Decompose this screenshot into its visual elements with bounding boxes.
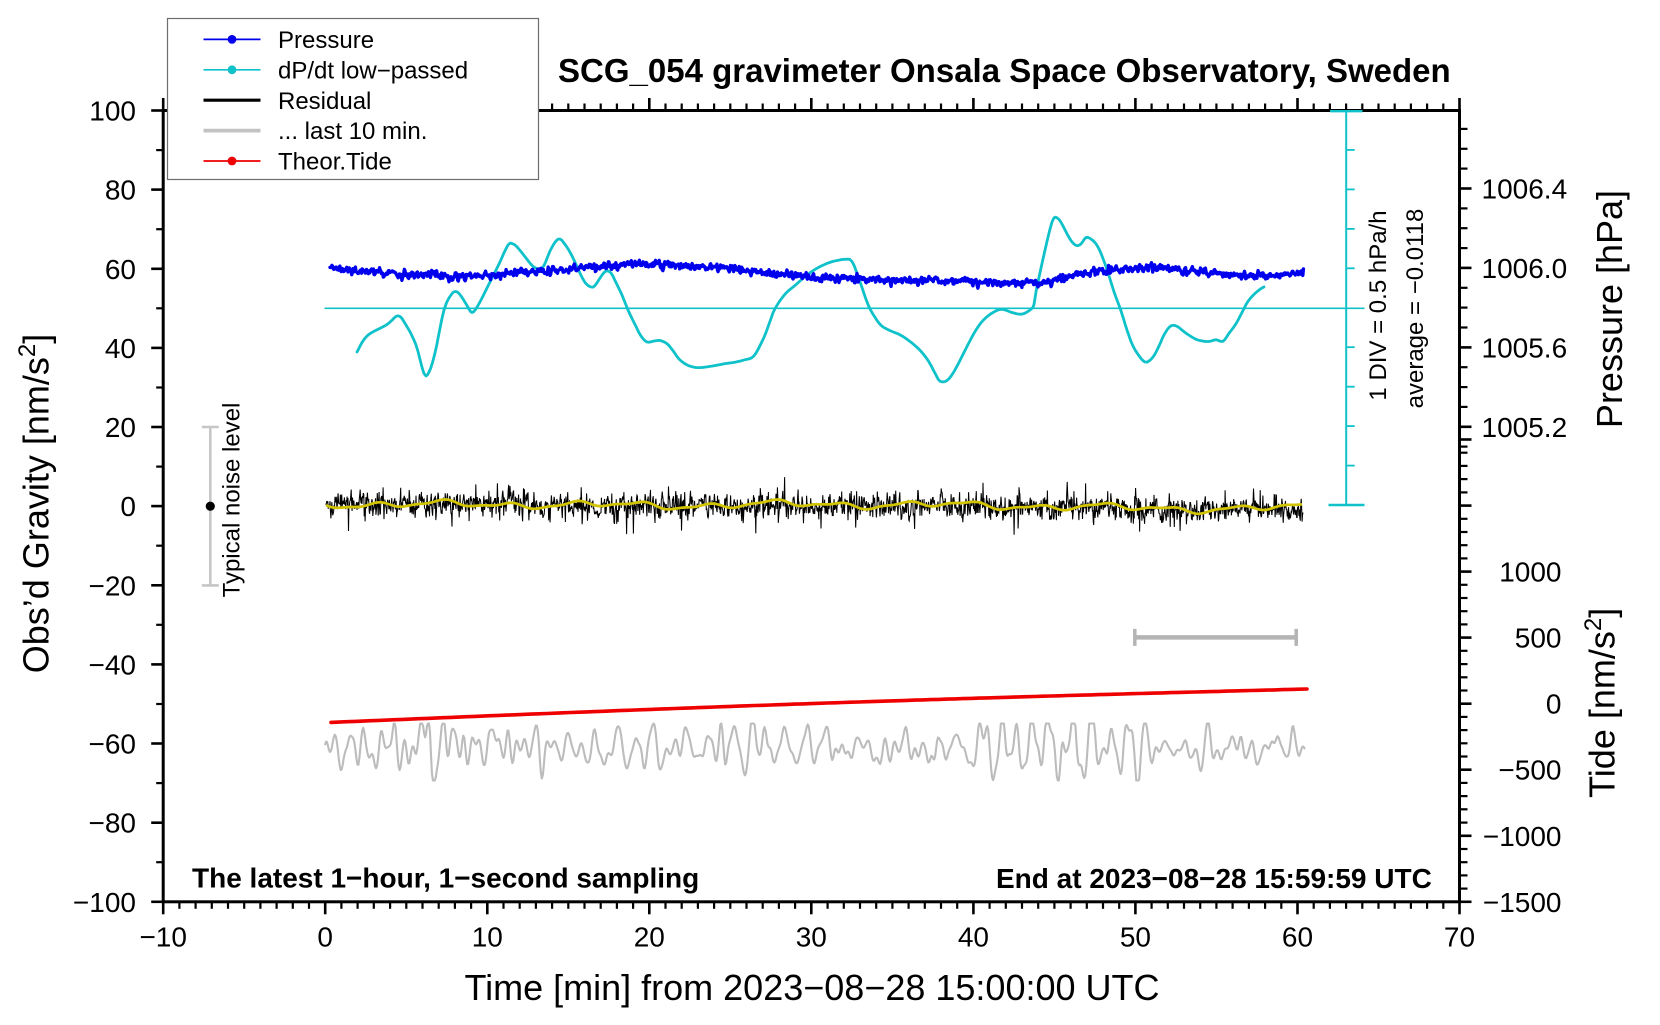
svg-text:20: 20 bbox=[634, 922, 665, 953]
svg-text:−40: −40 bbox=[89, 649, 137, 680]
svg-text:50: 50 bbox=[1120, 922, 1151, 953]
svg-text:−1500: −1500 bbox=[1483, 887, 1562, 918]
svg-text:1006.4: 1006.4 bbox=[1482, 174, 1568, 205]
svg-text:−500: −500 bbox=[1498, 755, 1561, 786]
svg-text:20: 20 bbox=[105, 412, 136, 443]
svg-text:−100: −100 bbox=[73, 887, 136, 918]
svg-text:1006.0: 1006.0 bbox=[1482, 253, 1568, 284]
svg-text:0: 0 bbox=[120, 491, 136, 522]
svg-text:Theor.Tide: Theor.Tide bbox=[278, 149, 392, 176]
svg-text:End at 2023−08−28 15:59:59 UTC: End at 2023−08−28 15:59:59 UTC bbox=[996, 863, 1432, 894]
svg-text:10: 10 bbox=[472, 922, 503, 953]
svg-text:The latest 1−hour, 1−second sa: The latest 1−hour, 1−second sampling bbox=[192, 863, 699, 894]
svg-text:−20: −20 bbox=[89, 570, 137, 601]
svg-text:−1000: −1000 bbox=[1483, 821, 1562, 852]
svg-text:500: 500 bbox=[1515, 623, 1562, 654]
svg-text:0: 0 bbox=[1546, 689, 1562, 720]
svg-text:... last 10 min.: ... last 10 min. bbox=[278, 118, 427, 145]
svg-text:40: 40 bbox=[105, 333, 136, 364]
svg-text:−80: −80 bbox=[89, 808, 137, 839]
svg-text:SCG_054 gravimeter Onsala Spac: SCG_054 gravimeter Onsala Space Observat… bbox=[558, 52, 1451, 89]
svg-text:1 DIV = 0.5 hPa/h: 1 DIV = 0.5 hPa/h bbox=[1365, 210, 1392, 400]
svg-text:1005.6: 1005.6 bbox=[1482, 332, 1568, 363]
svg-text:100: 100 bbox=[89, 96, 136, 127]
svg-text:Time [min] from 2023−08−28 15:: Time [min] from 2023−08−28 15:00:00 UTC bbox=[464, 967, 1159, 1008]
svg-text:0: 0 bbox=[317, 922, 333, 953]
svg-text:−60: −60 bbox=[89, 729, 137, 760]
svg-text:Pressure [hPa]: Pressure [hPa] bbox=[1589, 190, 1630, 428]
svg-text:Residual: Residual bbox=[278, 88, 371, 115]
svg-text:60: 60 bbox=[105, 254, 136, 285]
svg-text:70: 70 bbox=[1444, 922, 1475, 953]
svg-text:60: 60 bbox=[1282, 922, 1313, 953]
svg-text:average = −0.0118: average = −0.0118 bbox=[1402, 209, 1429, 409]
svg-text:40: 40 bbox=[958, 922, 989, 953]
svg-text:Tide [nm/s2]: Tide [nm/s2] bbox=[1580, 608, 1623, 798]
svg-text:−10: −10 bbox=[139, 922, 187, 953]
svg-text:80: 80 bbox=[105, 175, 136, 206]
svg-text:Obs’d Gravity [nm/s2]: Obs’d Gravity [nm/s2] bbox=[14, 334, 57, 673]
svg-text:dP/dt low−passed: dP/dt low−passed bbox=[278, 57, 468, 84]
svg-text:30: 30 bbox=[796, 922, 827, 953]
svg-text:Pressure: Pressure bbox=[278, 27, 374, 54]
svg-text:1000: 1000 bbox=[1499, 557, 1561, 588]
svg-text:Typical noise level: Typical noise level bbox=[219, 403, 246, 598]
svg-text:1005.2: 1005.2 bbox=[1482, 412, 1568, 443]
